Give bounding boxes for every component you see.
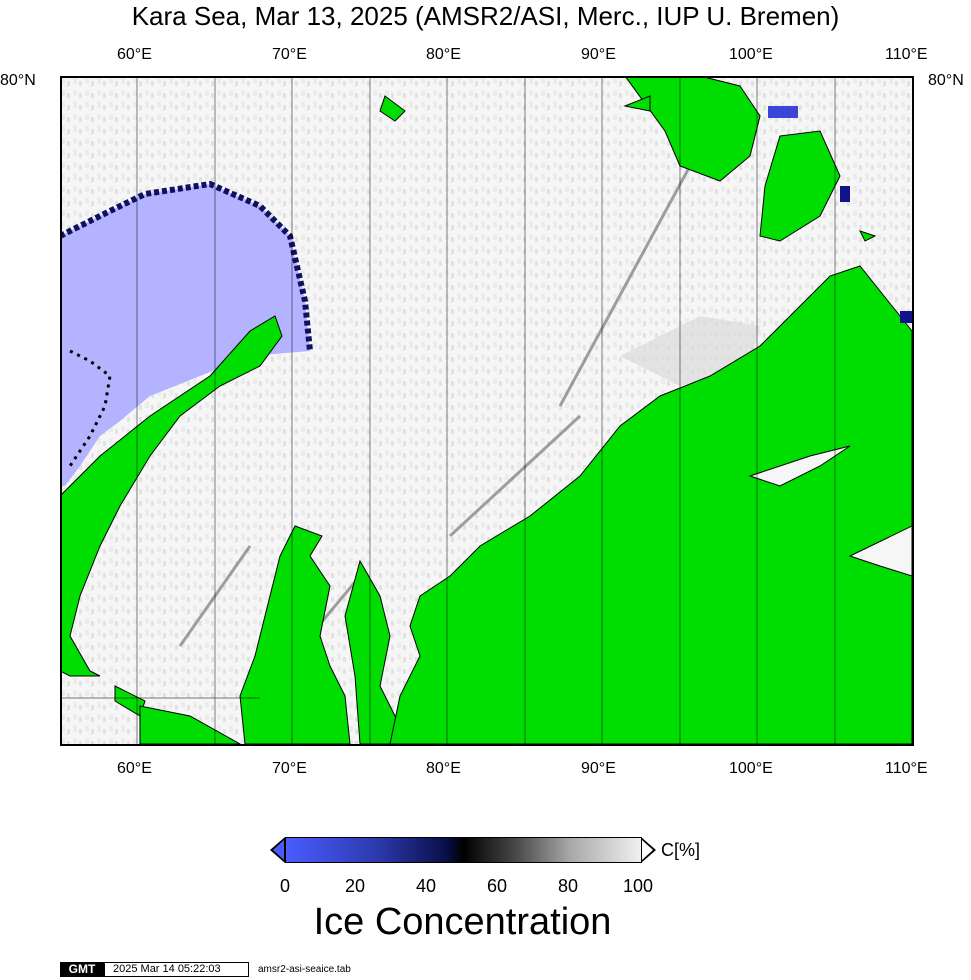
colorbar-right-arrow bbox=[641, 837, 656, 863]
lon-label-top-60: 60°E bbox=[117, 46, 152, 63]
colorbar-tick-0: 0 bbox=[280, 876, 291, 896]
gmt-logo: GMT bbox=[60, 962, 104, 977]
colorbar-tick-20: 20 bbox=[345, 876, 366, 896]
lon-label-top-70: 70°E bbox=[272, 46, 307, 63]
ice-edge-dark bbox=[68, 349, 112, 467]
novaya-zemlya-land bbox=[60, 315, 283, 677]
lon-label-bottom-110: 110°E bbox=[885, 760, 928, 777]
yamal-land bbox=[239, 525, 351, 744]
colorbar-title: Ice Concentration bbox=[313, 901, 612, 943]
colorbar bbox=[285, 837, 642, 863]
colorbar-tick-40: 40 bbox=[416, 876, 437, 896]
lat-label-left: 80°N bbox=[0, 72, 36, 89]
timestamp: 2025 Mar 14 05:22:03 bbox=[104, 962, 249, 977]
lon-label-top-100: 100°E bbox=[729, 46, 773, 63]
taymyr-land bbox=[389, 265, 912, 744]
lon-label-bottom-60: 60°E bbox=[117, 760, 152, 777]
ice-edge bbox=[60, 180, 313, 352]
small-island-3 bbox=[859, 230, 877, 242]
severnaya-zemlya-land bbox=[624, 76, 761, 182]
colorbar-left-arrow bbox=[270, 837, 285, 863]
colorbar-tick-80: 80 bbox=[558, 876, 579, 896]
graticule bbox=[60, 76, 836, 744]
lat-label-right: 80°N bbox=[928, 72, 964, 89]
map-graphic bbox=[60, 76, 912, 744]
lon-label-top-90: 90°E bbox=[581, 46, 616, 63]
map-title: Kara Sea, Mar 13, 2025 (AMSR2/ASI, Merc.… bbox=[131, 1, 840, 31]
colorbar-tick-100: 100 bbox=[623, 876, 654, 896]
lon-label-top-80: 80°E bbox=[426, 46, 461, 63]
bay-2 bbox=[848, 525, 912, 577]
blue-patch-2 bbox=[840, 186, 850, 202]
colorbar-tick-60: 60 bbox=[487, 876, 508, 896]
blue-patch-3 bbox=[900, 311, 912, 323]
lon-label-bottom-80: 80°E bbox=[426, 760, 461, 777]
lon-label-bottom-100: 100°E bbox=[729, 760, 773, 777]
bolshevik-island bbox=[759, 130, 841, 242]
lon-label-bottom-70: 70°E bbox=[272, 760, 307, 777]
open-water-region bbox=[60, 184, 310, 486]
colorbar-unit: C[%] bbox=[661, 840, 701, 860]
ice-concentration-map bbox=[60, 76, 912, 744]
small-island-1 bbox=[379, 95, 406, 122]
blue-patch-1 bbox=[768, 106, 798, 118]
lon-label-top-110: 110°E bbox=[885, 46, 928, 63]
small-island-2 bbox=[623, 95, 651, 112]
source-file: amsr2-asi-seaice.tab bbox=[258, 964, 351, 975]
lon-label-bottom-90: 90°E bbox=[581, 760, 616, 777]
